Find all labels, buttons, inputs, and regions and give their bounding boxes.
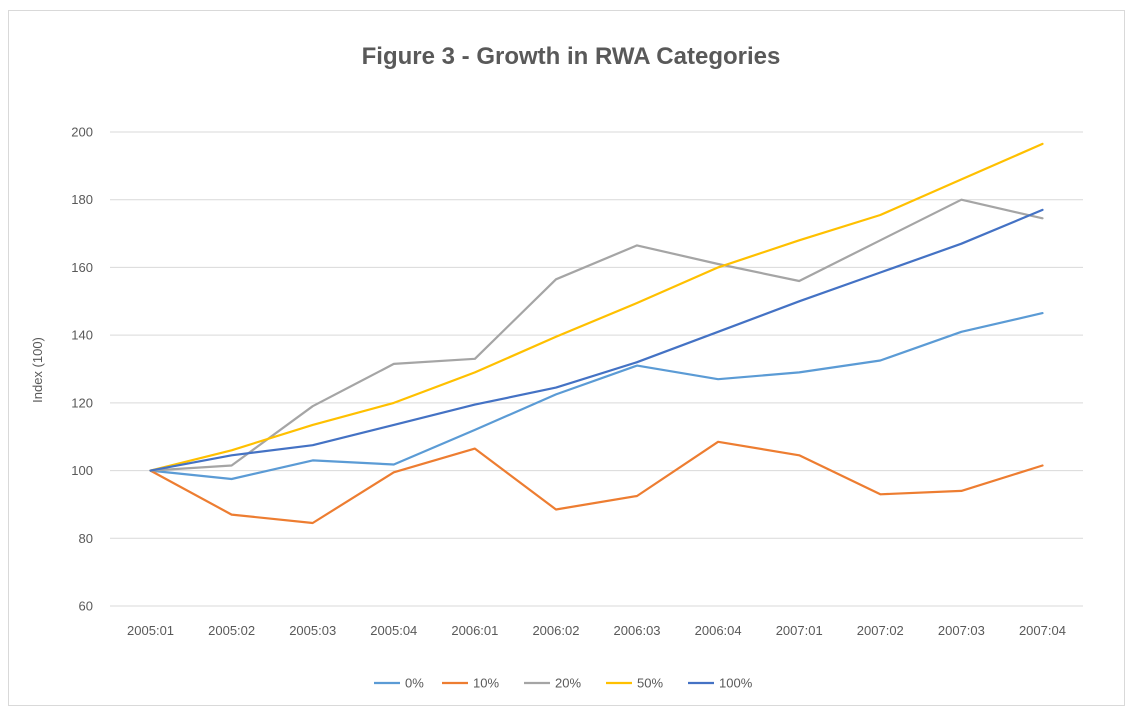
x-tick-label: 2007:03 xyxy=(938,623,985,638)
legend-item: 20% xyxy=(524,676,581,691)
x-tick-label: 2006:02 xyxy=(532,623,579,638)
legend-label: 100% xyxy=(719,676,753,691)
y-tick-label: 60 xyxy=(79,599,93,614)
x-tick-label: 2005:01 xyxy=(127,623,174,638)
y-tick-label: 180 xyxy=(71,192,93,207)
chart-title: Figure 3 - Growth in RWA Categories xyxy=(362,43,781,70)
x-tick-label: 2007:01 xyxy=(776,623,823,638)
x-tick-label: 2006:03 xyxy=(614,623,661,638)
x-axis-ticks: 2005:01 2005:02 2005:03 2005:04 2006:01 2006:… xyxy=(127,623,1066,638)
x-tick-label: 2007:02 xyxy=(857,623,904,638)
series-line-4 xyxy=(149,208,1044,472)
y-tick-label: 80 xyxy=(79,531,93,546)
x-tick-label: 2006:01 xyxy=(451,623,498,638)
series-lines xyxy=(149,142,1044,525)
y-axis-ticks: 60 80 100 120 140 160 180 200 xyxy=(71,125,93,614)
x-tick-label: 2006:04 xyxy=(695,623,742,638)
x-tick-label: 2005:04 xyxy=(370,623,417,638)
legend-label: 50% xyxy=(637,676,663,691)
y-tick-label: 200 xyxy=(71,125,93,140)
y-tick-label: 100 xyxy=(71,463,93,478)
legend-label: 20% xyxy=(555,676,581,691)
y-tick-label: 120 xyxy=(71,395,93,410)
legend-label: 0% xyxy=(405,676,424,691)
x-tick-label: 2005:03 xyxy=(289,623,336,638)
y-axis-label: Index (100) xyxy=(30,337,45,403)
gridlines xyxy=(110,131,1083,607)
series-line-2 xyxy=(149,198,1044,472)
x-tick-label: 2005:02 xyxy=(208,623,255,638)
y-tick-label: 160 xyxy=(71,260,93,275)
legend: 0% 10% 20% 50% 100% xyxy=(374,676,753,691)
legend-item: 50% xyxy=(606,676,663,691)
series-line-1 xyxy=(149,440,1044,525)
x-tick-label: 2007:04 xyxy=(1019,623,1066,638)
legend-item: 10% xyxy=(442,676,499,691)
chart-frame xyxy=(8,10,1125,706)
series-line-0 xyxy=(149,312,1044,481)
legend-item: 0% xyxy=(374,676,424,691)
legend-item: 100% xyxy=(688,676,753,691)
series-line-3 xyxy=(149,142,1044,472)
legend-label: 10% xyxy=(473,676,499,691)
y-tick-label: 140 xyxy=(71,328,93,343)
